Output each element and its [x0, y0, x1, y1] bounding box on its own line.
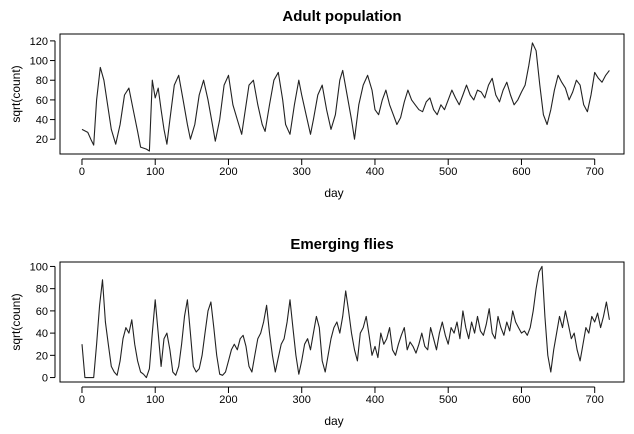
y-tick-label: 100	[30, 261, 48, 273]
x-tick-label: 200	[219, 394, 237, 406]
y-tick-label: 0	[42, 373, 48, 385]
x-tick-label: 500	[439, 394, 457, 406]
y-tick-label: 80	[36, 75, 48, 87]
x-axis-label: day	[324, 414, 343, 428]
panel-emerging-flies: Emerging flies 0 100 200 300 400 500 600 700 0 20 4…	[9, 236, 625, 428]
x-axis-label: day	[324, 186, 343, 200]
plot-frame	[59, 33, 625, 155]
y-tick-label: 120	[30, 36, 48, 48]
y-axis-label: sqrt(count)	[9, 293, 23, 350]
x-tick-label: 400	[366, 166, 384, 178]
x-tick-label: 700	[586, 166, 604, 178]
x-tick-label: 0	[79, 166, 85, 178]
y-tick-label: 60	[36, 306, 48, 318]
y-tick-label: 100	[30, 56, 48, 68]
x-tick-label: 100	[146, 394, 164, 406]
x-tick-label: 100	[146, 166, 164, 178]
x-tick-label: 300	[293, 166, 311, 178]
x-tick-label: 400	[366, 394, 384, 406]
x-tick-label: 600	[512, 166, 530, 178]
y-tick-label: 20	[36, 350, 48, 362]
x-tick-label: 600	[512, 394, 530, 406]
y-tick-label: 40	[36, 328, 48, 340]
chart-title: Adult population	[282, 8, 401, 25]
y-tick-label: 20	[36, 134, 48, 146]
x-tick-label: 300	[293, 394, 311, 406]
y-tick-label: 80	[36, 284, 48, 296]
series-line	[81, 42, 610, 152]
y-tick-label: 60	[36, 95, 48, 107]
y-axis-label: sqrt(count)	[9, 65, 23, 122]
x-tick-label: 0	[79, 394, 85, 406]
x-tick-label: 200	[219, 166, 237, 178]
x-tick-label: 500	[439, 166, 457, 178]
chart-title: Emerging flies	[290, 236, 393, 253]
series-line	[81, 265, 610, 379]
plot-frame	[59, 261, 625, 383]
y-tick-label: 40	[36, 115, 48, 127]
panel-adult-population: Adult population 0 100 200 300 400 500 600 700 20…	[9, 8, 625, 200]
x-tick-label: 700	[586, 394, 604, 406]
